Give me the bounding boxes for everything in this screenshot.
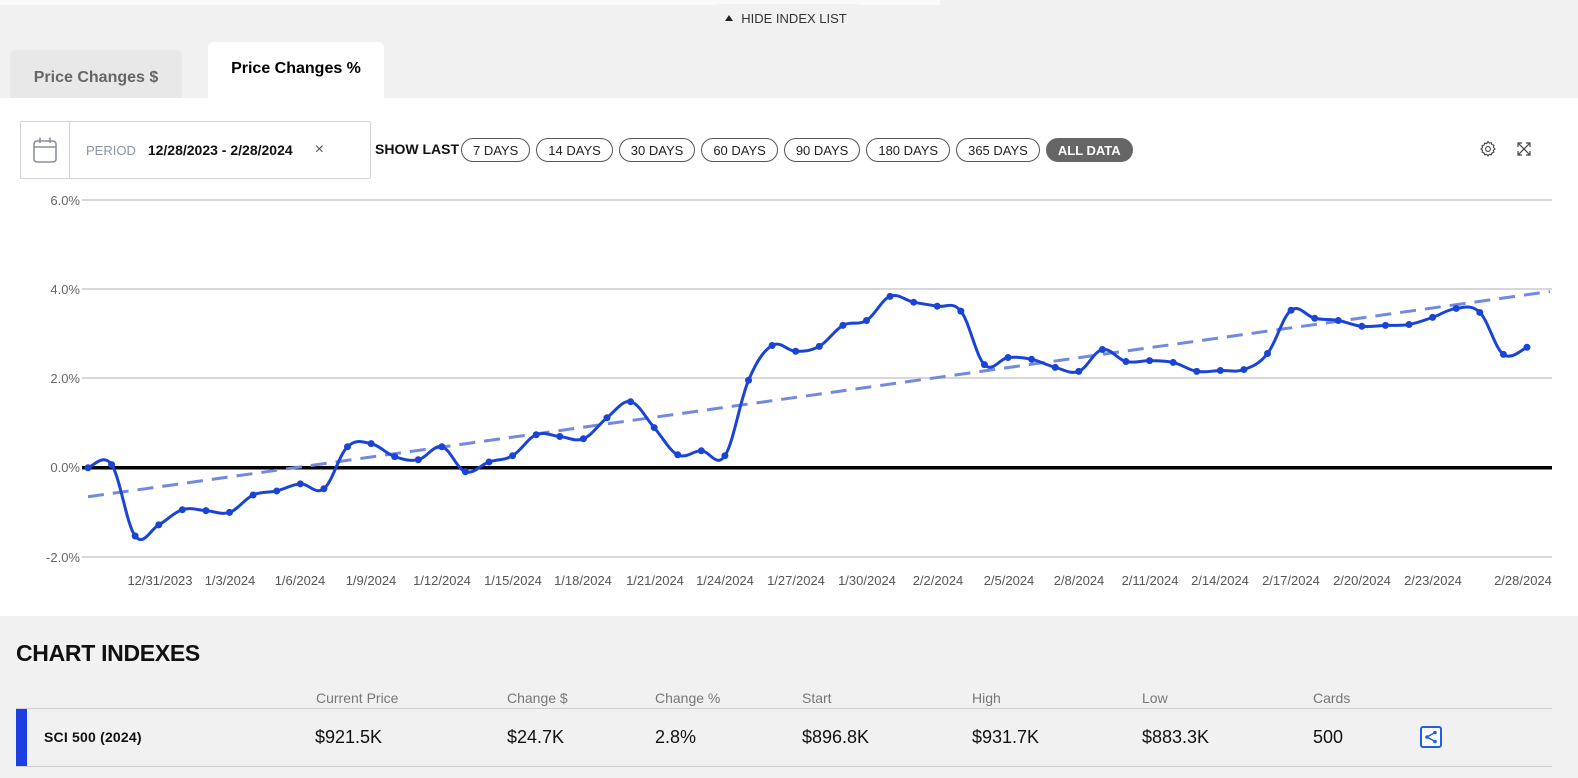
- svg-text:2.0%: 2.0%: [50, 371, 80, 386]
- range-30-days[interactable]: 30 DAYS: [618, 138, 696, 162]
- y-axis: 6.0% 4.0% 2.0% 0.0% -2.0%: [46, 193, 80, 565]
- fullscreen-icon[interactable]: [1515, 140, 1533, 158]
- cell-low: $883.3K: [1142, 727, 1210, 747]
- hide-index-label: HIDE INDEX LIST: [741, 10, 847, 26]
- range-selector: 7 DAYS 14 DAYS 30 DAYS 60 DAYS 90 DAYS 1…: [461, 138, 1133, 162]
- svg-text:4.0%: 4.0%: [50, 282, 80, 297]
- col-change-percent: Change %: [655, 690, 721, 706]
- clear-period-icon[interactable]: ×: [314, 141, 324, 158]
- range-7-days[interactable]: 7 DAYS: [461, 138, 531, 162]
- svg-text:1/9/2024: 1/9/2024: [346, 573, 397, 588]
- calendar-button[interactable]: [21, 122, 70, 178]
- range-180-days[interactable]: 180 DAYS: [866, 138, 951, 162]
- chart-gridlines: [82, 199, 1552, 558]
- svg-text:2/11/2024: 2/11/2024: [1122, 573, 1179, 588]
- svg-text:6.0%: 6.0%: [50, 193, 80, 208]
- svg-text:1/24/2024: 1/24/2024: [696, 573, 754, 588]
- col-change-dollar: Change $: [507, 690, 568, 706]
- svg-text:1/18/2024: 1/18/2024: [554, 573, 612, 588]
- range-365-days[interactable]: 365 DAYS: [956, 138, 1040, 162]
- chart-panel: PERIOD 12/28/2023 - 2/28/2024 × SHOW LAS…: [0, 98, 1578, 616]
- svg-text:-2.0%: -2.0%: [46, 550, 80, 565]
- range-all-data[interactable]: ALL DATA: [1045, 138, 1133, 162]
- range-60-days[interactable]: 60 DAYS: [701, 138, 778, 162]
- cell-start: $896.8K: [802, 727, 870, 747]
- tab-price-changes-percent[interactable]: Price Changes %: [208, 42, 384, 98]
- range-14-days[interactable]: 14 DAYS: [536, 138, 613, 162]
- show-last-label: SHOW LAST: [375, 141, 459, 157]
- svg-text:1/3/2024: 1/3/2024: [205, 573, 256, 588]
- tab-price-changes-dollar[interactable]: Price Changes $: [10, 50, 182, 98]
- hide-index-list-button[interactable]: HIDE INDEX LIST: [714, 4, 858, 32]
- price-change-chart[interactable]: 6.0% 4.0% 2.0% 0.0% -2.0% 12/31/2023 1/3/2024…: [0, 98, 1578, 598]
- svg-text:12/31/2023: 12/31/2023: [127, 573, 192, 588]
- table-divider: [16, 708, 1552, 709]
- svg-text:1/6/2024: 1/6/2024: [275, 573, 326, 588]
- period-value[interactable]: 12/28/2023 - 2/28/2024: [147, 142, 293, 158]
- col-start: Start: [802, 690, 832, 706]
- cell-current-price: $921.5K: [315, 727, 383, 747]
- index-color-swatch: [16, 709, 27, 766]
- svg-text:1/15/2024: 1/15/2024: [484, 573, 542, 588]
- index-name[interactable]: SCI 500 (2024): [44, 729, 142, 745]
- series-line: [87, 294, 1528, 541]
- trend-line: [87, 289, 1551, 499]
- cell-high: $931.7K: [972, 727, 1040, 747]
- svg-text:1/21/2024: 1/21/2024: [626, 573, 684, 588]
- svg-text:1/27/2024: 1/27/2024: [767, 573, 825, 588]
- cell-change-percent: 2.8%: [655, 727, 697, 747]
- svg-text:1/30/2024: 1/30/2024: [838, 573, 896, 588]
- svg-text:2/23/2024: 2/23/2024: [1404, 573, 1462, 588]
- svg-text:2/14/2024: 2/14/2024: [1191, 573, 1249, 588]
- caret-up-icon: [725, 15, 734, 21]
- range-90-days[interactable]: 90 DAYS: [783, 138, 861, 162]
- x-axis: 12/31/2023 1/3/2024 1/6/2024 1/9/2024 1/12/2…: [127, 573, 1551, 588]
- svg-text:2/8/2024: 2/8/2024: [1054, 573, 1105, 588]
- svg-text:2/17/2024: 2/17/2024: [1262, 573, 1320, 588]
- period-label: PERIOD: [86, 142, 136, 158]
- top-bar: [0, 0, 940, 5]
- svg-text:1/12/2024: 1/12/2024: [413, 573, 471, 588]
- col-current-price: Current Price: [316, 690, 399, 706]
- svg-text:2/2/2024: 2/2/2024: [913, 573, 964, 588]
- col-high: High: [972, 690, 1001, 706]
- col-cards: Cards: [1313, 690, 1351, 706]
- svg-text:2/20/2024: 2/20/2024: [1333, 573, 1391, 588]
- svg-text:2/28/2024: 2/28/2024: [1494, 573, 1552, 588]
- share-button[interactable]: [1420, 726, 1442, 748]
- cell-change-dollar: $24.7K: [507, 727, 565, 747]
- table-divider: [16, 766, 1552, 767]
- period-picker[interactable]: PERIOD 12/28/2023 - 2/28/2024 ×: [20, 121, 371, 179]
- share-icon: [1425, 730, 1437, 744]
- gear-icon[interactable]: [1479, 140, 1497, 158]
- svg-text:2/5/2024: 2/5/2024: [984, 573, 1035, 588]
- col-low: Low: [1142, 690, 1168, 706]
- cell-cards: 500: [1313, 727, 1344, 747]
- series-points[interactable]: [84, 292, 1531, 540]
- calendar-icon: [33, 137, 57, 163]
- svg-text:0.0%: 0.0%: [50, 460, 80, 475]
- chart-indexes-title: CHART INDEXES: [16, 640, 200, 666]
